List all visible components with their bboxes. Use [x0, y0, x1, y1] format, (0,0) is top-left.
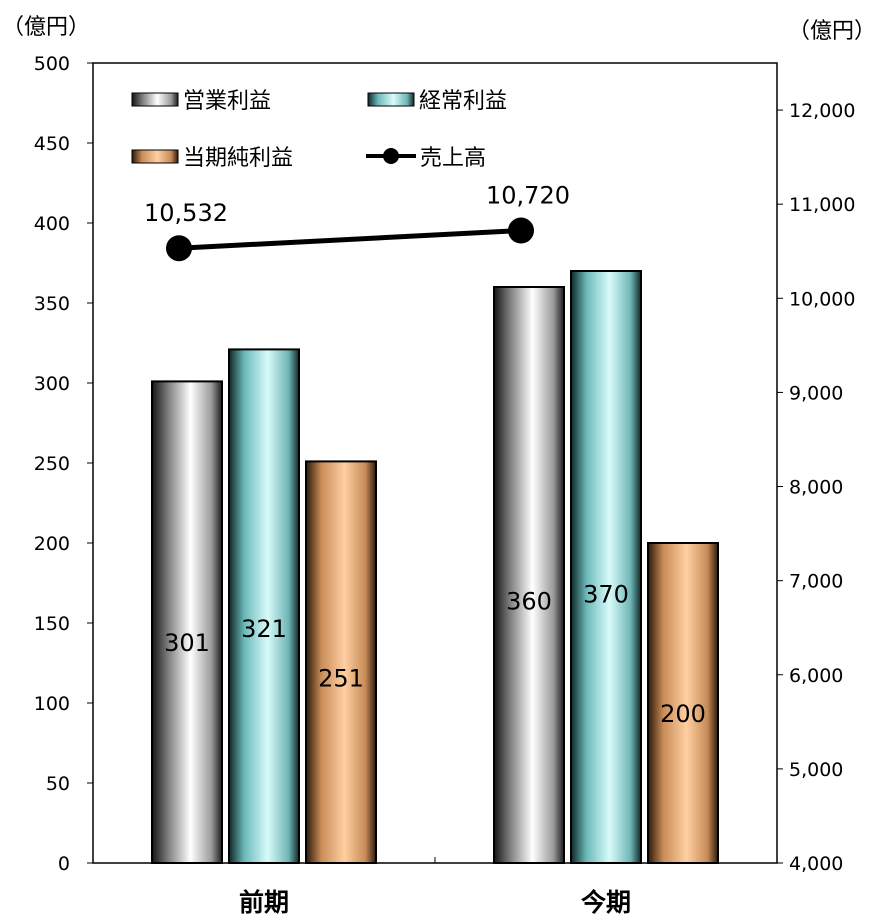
bar-value-label: 360 — [506, 588, 552, 616]
left-tick-label: 400 — [34, 213, 70, 235]
legend-marker-sales — [383, 148, 399, 164]
legend-swatch-net-profit — [131, 149, 179, 164]
bar-value-label: 301 — [164, 629, 210, 657]
sales-point — [508, 217, 534, 244]
legend-label-sales: 売上高 — [420, 146, 486, 171]
legend-label-net-profit: 当期純利益 — [183, 146, 293, 171]
legend-swatch-operating-profit — [131, 92, 179, 107]
bar-net-profit — [305, 460, 377, 864]
legend-label-ordinary-profit: 経常利益 — [419, 89, 507, 114]
left-axis-unit: （億円） — [2, 15, 90, 40]
legend: 営業利益 経常利益 当期純利益 売上高 — [131, 89, 507, 171]
right-axis-unit: （億円） — [788, 19, 876, 44]
legend-swatch-ordinary-profit — [367, 92, 415, 107]
left-tick-label: 200 — [34, 533, 70, 555]
category-label: 今期 — [581, 888, 631, 917]
right-tick-label: 10,000 — [789, 288, 855, 310]
bar-net-profit — [647, 542, 719, 864]
bar-value-label: 200 — [660, 700, 706, 728]
right-tick-label: 7,000 — [789, 571, 843, 593]
right-tick-label: 5,000 — [789, 759, 843, 781]
right-tick-label: 8,000 — [789, 477, 843, 499]
left-tick-label: 150 — [34, 613, 70, 635]
category-axis: 前期 今期 — [239, 857, 631, 917]
legend-label-operating-profit: 営業利益 — [183, 89, 271, 114]
bar-value-label: 321 — [241, 615, 287, 643]
left-tick-label: 450 — [34, 133, 70, 155]
left-tick-label: 50 — [46, 773, 70, 795]
left-tick-label: 300 — [34, 373, 70, 395]
right-tick-label: 9,000 — [789, 382, 843, 404]
category-label: 前期 — [239, 888, 289, 917]
bar-ordinary-profit — [228, 348, 300, 864]
bar-operating-profit — [151, 380, 223, 864]
left-axis: 0 50 100 150 200 250 300 350 400 450 500 — [34, 53, 93, 875]
sales-line-series: 10,532 10,720 — [144, 182, 570, 262]
right-tick-label: 12,000 — [789, 100, 855, 122]
bar-data-labels: 301 321 251 360 370 200 — [164, 581, 706, 729]
left-tick-label: 250 — [34, 453, 70, 475]
right-tick-label: 4,000 — [789, 853, 843, 875]
left-tick-label: 100 — [34, 693, 70, 715]
sales-line — [178, 228, 522, 251]
left-tick-label: 350 — [34, 293, 70, 315]
left-tick-label: 0 — [58, 853, 70, 875]
sales-point — [166, 235, 192, 262]
right-tick-label: 11,000 — [789, 194, 855, 216]
right-tick-label: 6,000 — [789, 665, 843, 687]
sales-value-label: 10,532 — [144, 199, 228, 227]
left-tick-label: 500 — [34, 53, 70, 75]
bar-ordinary-profit — [570, 270, 642, 864]
right-axis: 4,000 5,000 6,000 7,000 8,000 9,000 10,000 11,0… — [777, 100, 855, 875]
sales-value-label: 10,720 — [486, 182, 570, 210]
bar-operating-profit — [493, 286, 565, 864]
bar-value-label: 251 — [318, 664, 364, 692]
bar-value-label: 370 — [583, 581, 629, 609]
bar-series — [151, 270, 719, 864]
